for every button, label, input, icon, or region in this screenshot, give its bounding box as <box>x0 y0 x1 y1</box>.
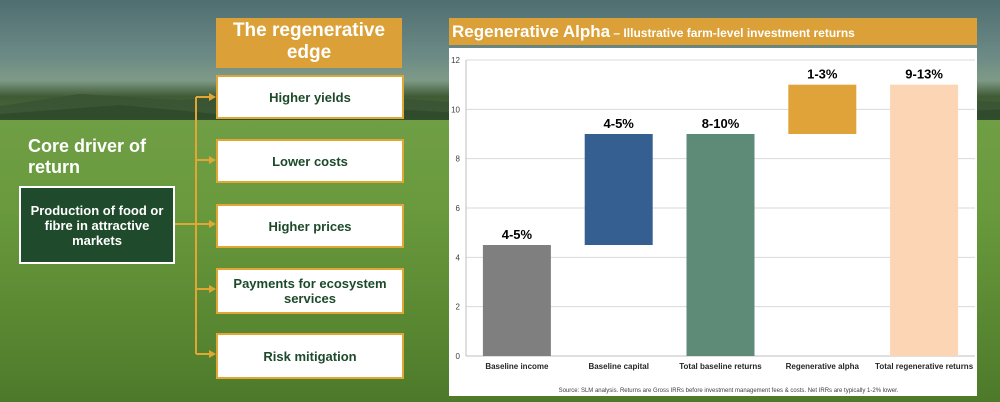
chart-title-bar: Regenerative Alpha – Illustrative farm-l… <box>449 18 977 45</box>
chart-title-subtitle: – Illustrative farm-level investment ret… <box>610 26 855 40</box>
category-label: Total baseline returns <box>679 362 762 371</box>
category-label: Total regenerative returns <box>875 362 974 371</box>
category-label: Baseline capital <box>588 362 648 371</box>
connector-lines <box>171 93 216 358</box>
arrowhead-icon <box>209 285 216 293</box>
arrowhead-icon <box>209 93 216 101</box>
arrowhead-icon <box>209 350 216 358</box>
arrowhead-icon <box>209 156 216 164</box>
category-label: Baseline income <box>485 362 549 371</box>
data-label: 9-13% <box>905 67 943 82</box>
arrowhead-icon <box>209 220 216 228</box>
bar <box>890 84 959 356</box>
edge-item-lower-costs: Lower costs <box>216 139 404 183</box>
data-label: 4-5% <box>604 116 635 131</box>
y-tick-label: 4 <box>456 253 461 262</box>
category-label: Regenerative alpha <box>786 362 860 371</box>
waterfall-chart: 0 2 4 6 8 10 12 4-5% Baseline income 4-5% Baseline… <box>451 56 975 394</box>
edge-item-higher-prices: Higher prices <box>216 204 404 248</box>
y-tick-label: 10 <box>451 105 460 114</box>
bar <box>584 134 653 245</box>
y-tick-label: 0 <box>456 352 461 361</box>
core-driver-box: Production of food or fibre in attractiv… <box>19 186 175 264</box>
source-note: Source: SLM analysis. Returns are Gross … <box>559 388 899 394</box>
y-tick-label: 2 <box>456 303 461 312</box>
y-tick-label: 6 <box>456 204 461 213</box>
chart-title-main: Regenerative Alpha <box>452 22 611 41</box>
data-label: 1-3% <box>807 67 838 82</box>
core-driver-title: Core driver of return <box>28 136 147 177</box>
y-tick-label: 12 <box>451 56 460 65</box>
bar <box>686 134 755 356</box>
data-label: 8-10% <box>702 116 740 131</box>
regenerative-edge-title: The regenerative edge <box>216 18 402 68</box>
data-label: 4-5% <box>502 227 533 242</box>
bar <box>482 245 551 356</box>
edge-item-risk-mitigation: Risk mitigation <box>216 333 404 379</box>
chart-panel: 0 2 4 6 8 10 12 4-5% Baseline income 4-5% Baseline… <box>449 48 977 396</box>
y-tick-label: 8 <box>456 155 461 164</box>
edge-item-ecosystem-payments: Payments for ecosystem services <box>216 268 404 314</box>
bar <box>788 84 857 134</box>
edge-item-higher-yields: Higher yields <box>216 75 404 119</box>
